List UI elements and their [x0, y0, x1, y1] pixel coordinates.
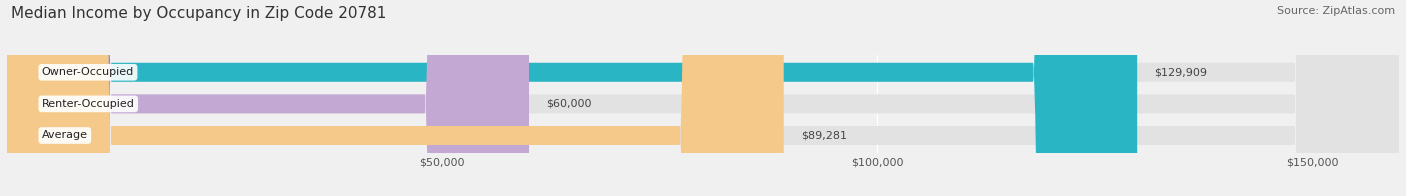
FancyBboxPatch shape: [7, 0, 783, 196]
Text: Owner-Occupied: Owner-Occupied: [42, 67, 134, 77]
Text: $89,281: $89,281: [801, 131, 848, 141]
Text: Median Income by Occupancy in Zip Code 20781: Median Income by Occupancy in Zip Code 2…: [11, 6, 387, 21]
FancyBboxPatch shape: [7, 0, 1399, 196]
FancyBboxPatch shape: [7, 0, 1399, 196]
Text: Renter-Occupied: Renter-Occupied: [42, 99, 135, 109]
Text: $60,000: $60,000: [547, 99, 592, 109]
Text: Source: ZipAtlas.com: Source: ZipAtlas.com: [1277, 6, 1395, 16]
Text: $129,909: $129,909: [1154, 67, 1208, 77]
FancyBboxPatch shape: [7, 0, 1137, 196]
FancyBboxPatch shape: [7, 0, 1399, 196]
Text: Average: Average: [42, 131, 87, 141]
FancyBboxPatch shape: [7, 0, 529, 196]
